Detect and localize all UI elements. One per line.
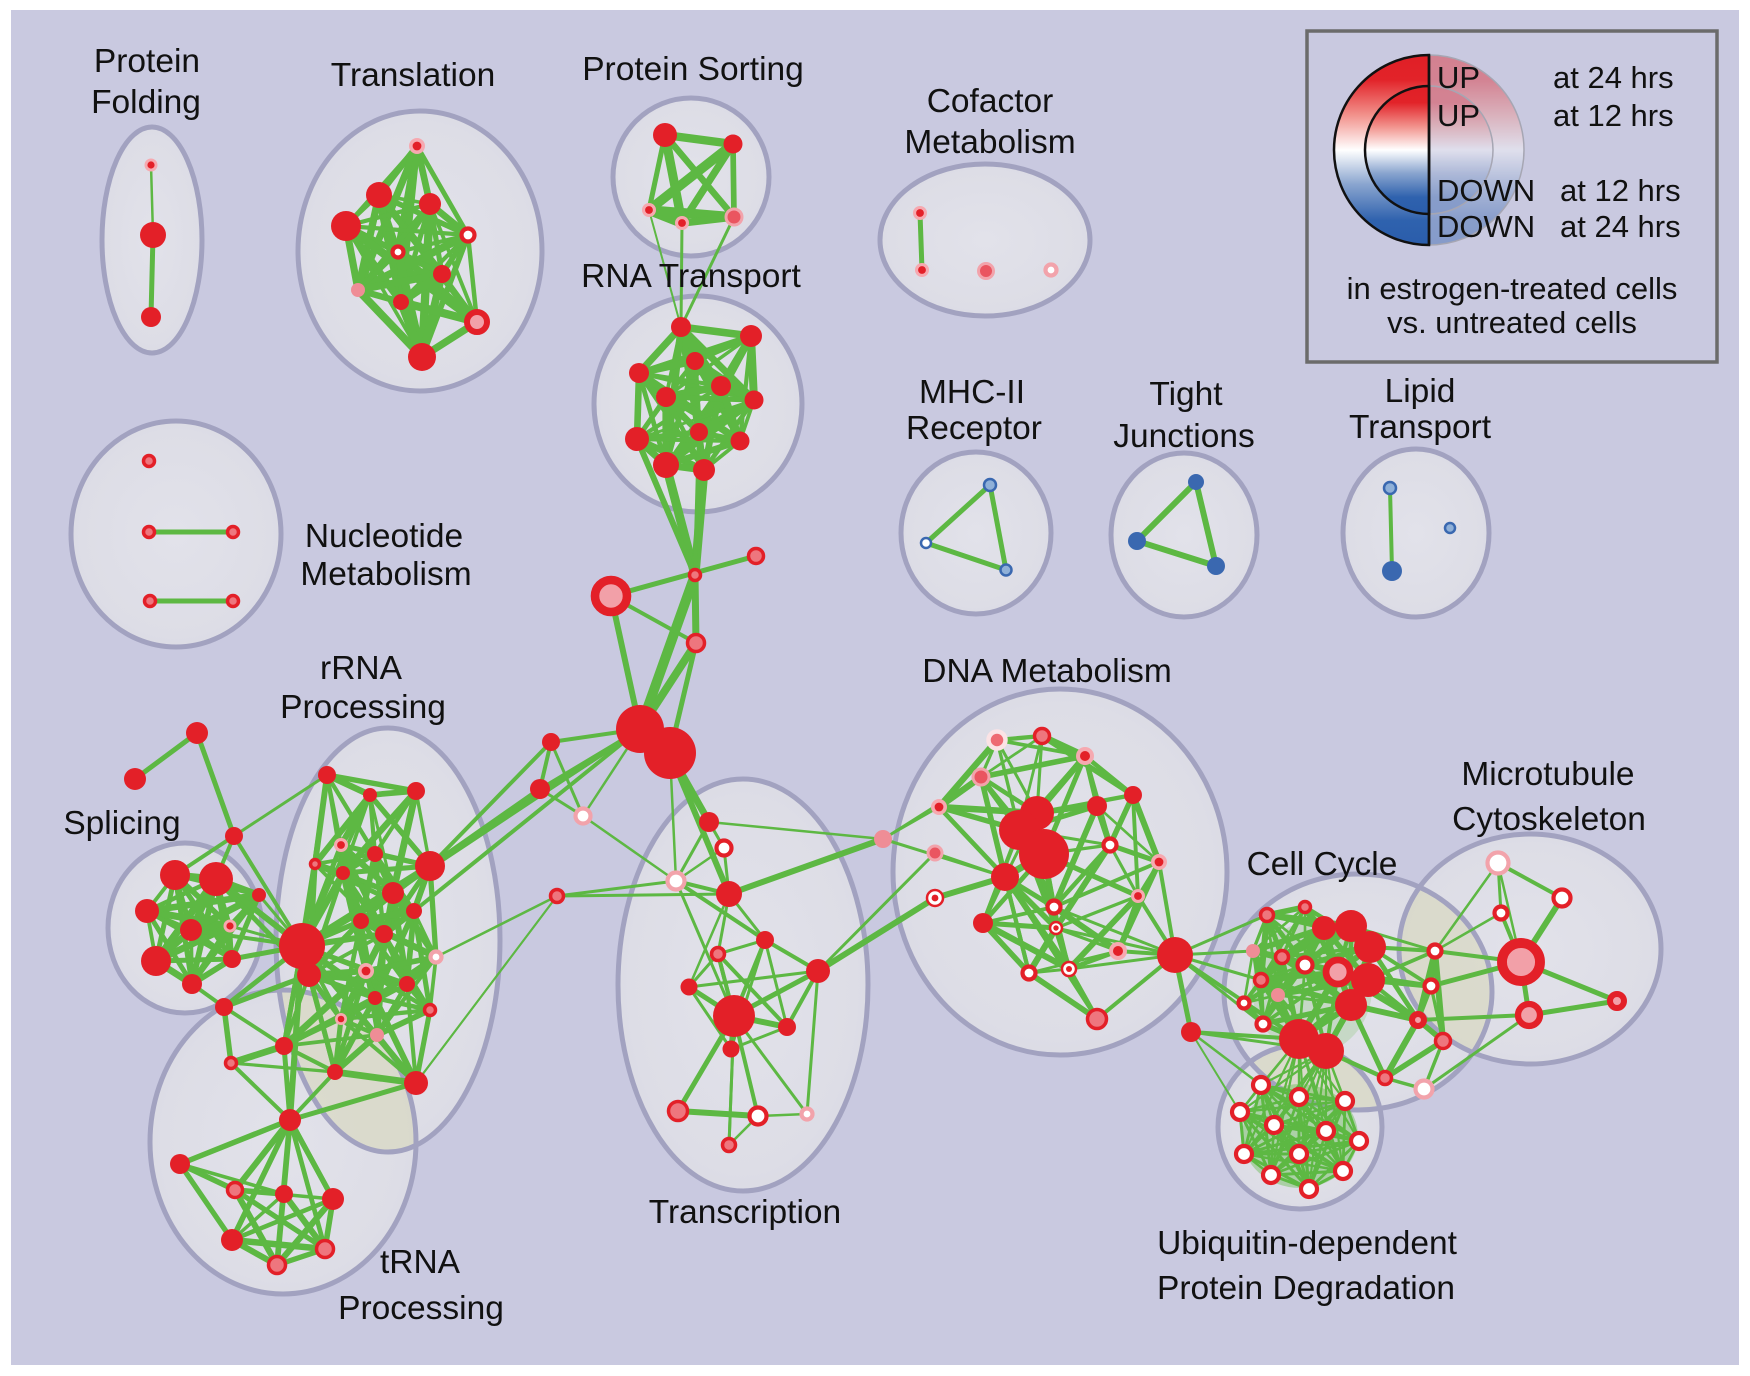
svg-text:Cytoskeleton: Cytoskeleton bbox=[1452, 801, 1646, 838]
svg-text:Transport: Transport bbox=[1349, 409, 1492, 446]
svg-text:Ubiquitin-dependent: Ubiquitin-dependent bbox=[1157, 1225, 1458, 1262]
svg-text:Microtubule: Microtubule bbox=[1461, 756, 1634, 793]
svg-text:Protein: Protein bbox=[94, 43, 200, 80]
svg-text:RNA Transport: RNA Transport bbox=[581, 258, 801, 295]
svg-text:Protein Degradation: Protein Degradation bbox=[1157, 1270, 1455, 1307]
svg-text:Processing: Processing bbox=[280, 689, 446, 726]
svg-text:Junctions: Junctions bbox=[1113, 418, 1255, 455]
svg-text:Metabolism: Metabolism bbox=[300, 556, 471, 593]
svg-text:Nucleotide: Nucleotide bbox=[305, 518, 463, 555]
svg-text:Receptor: Receptor bbox=[906, 410, 1042, 447]
svg-text:Transcription: Transcription bbox=[649, 1194, 841, 1231]
svg-text:Lipid: Lipid bbox=[1385, 373, 1456, 410]
svg-text:UP: UP bbox=[1437, 98, 1480, 133]
svg-text:tRNA: tRNA bbox=[380, 1244, 461, 1281]
svg-text:DNA Metabolism: DNA Metabolism bbox=[922, 653, 1171, 690]
svg-text:Processing: Processing bbox=[338, 1290, 504, 1327]
svg-text:at 24 hrs: at 24 hrs bbox=[1553, 60, 1674, 95]
svg-text:rRNA: rRNA bbox=[320, 650, 403, 687]
svg-text:DOWN: DOWN bbox=[1437, 209, 1535, 244]
svg-text:MHC-II: MHC-II bbox=[919, 374, 1025, 411]
svg-text:Splicing: Splicing bbox=[63, 805, 180, 842]
svg-text:at 12 hrs: at 12 hrs bbox=[1553, 98, 1674, 133]
svg-text:at 12 hrs: at 12 hrs bbox=[1560, 173, 1681, 208]
svg-text:in estrogen-treated cells: in estrogen-treated cells bbox=[1347, 271, 1678, 306]
svg-text:DOWN: DOWN bbox=[1437, 173, 1535, 208]
svg-text:Cofactor: Cofactor bbox=[927, 83, 1054, 120]
svg-text:at 24 hrs: at 24 hrs bbox=[1560, 209, 1681, 244]
svg-text:Folding: Folding bbox=[91, 84, 201, 121]
svg-text:Metabolism: Metabolism bbox=[904, 124, 1075, 161]
svg-text:Translation: Translation bbox=[331, 57, 495, 94]
svg-text:Cell Cycle: Cell Cycle bbox=[1247, 846, 1398, 883]
svg-text:vs. untreated cells: vs. untreated cells bbox=[1387, 305, 1637, 340]
svg-text:Tight: Tight bbox=[1149, 376, 1223, 413]
svg-text:UP: UP bbox=[1437, 60, 1480, 95]
svg-text:Protein Sorting: Protein Sorting bbox=[582, 51, 804, 88]
